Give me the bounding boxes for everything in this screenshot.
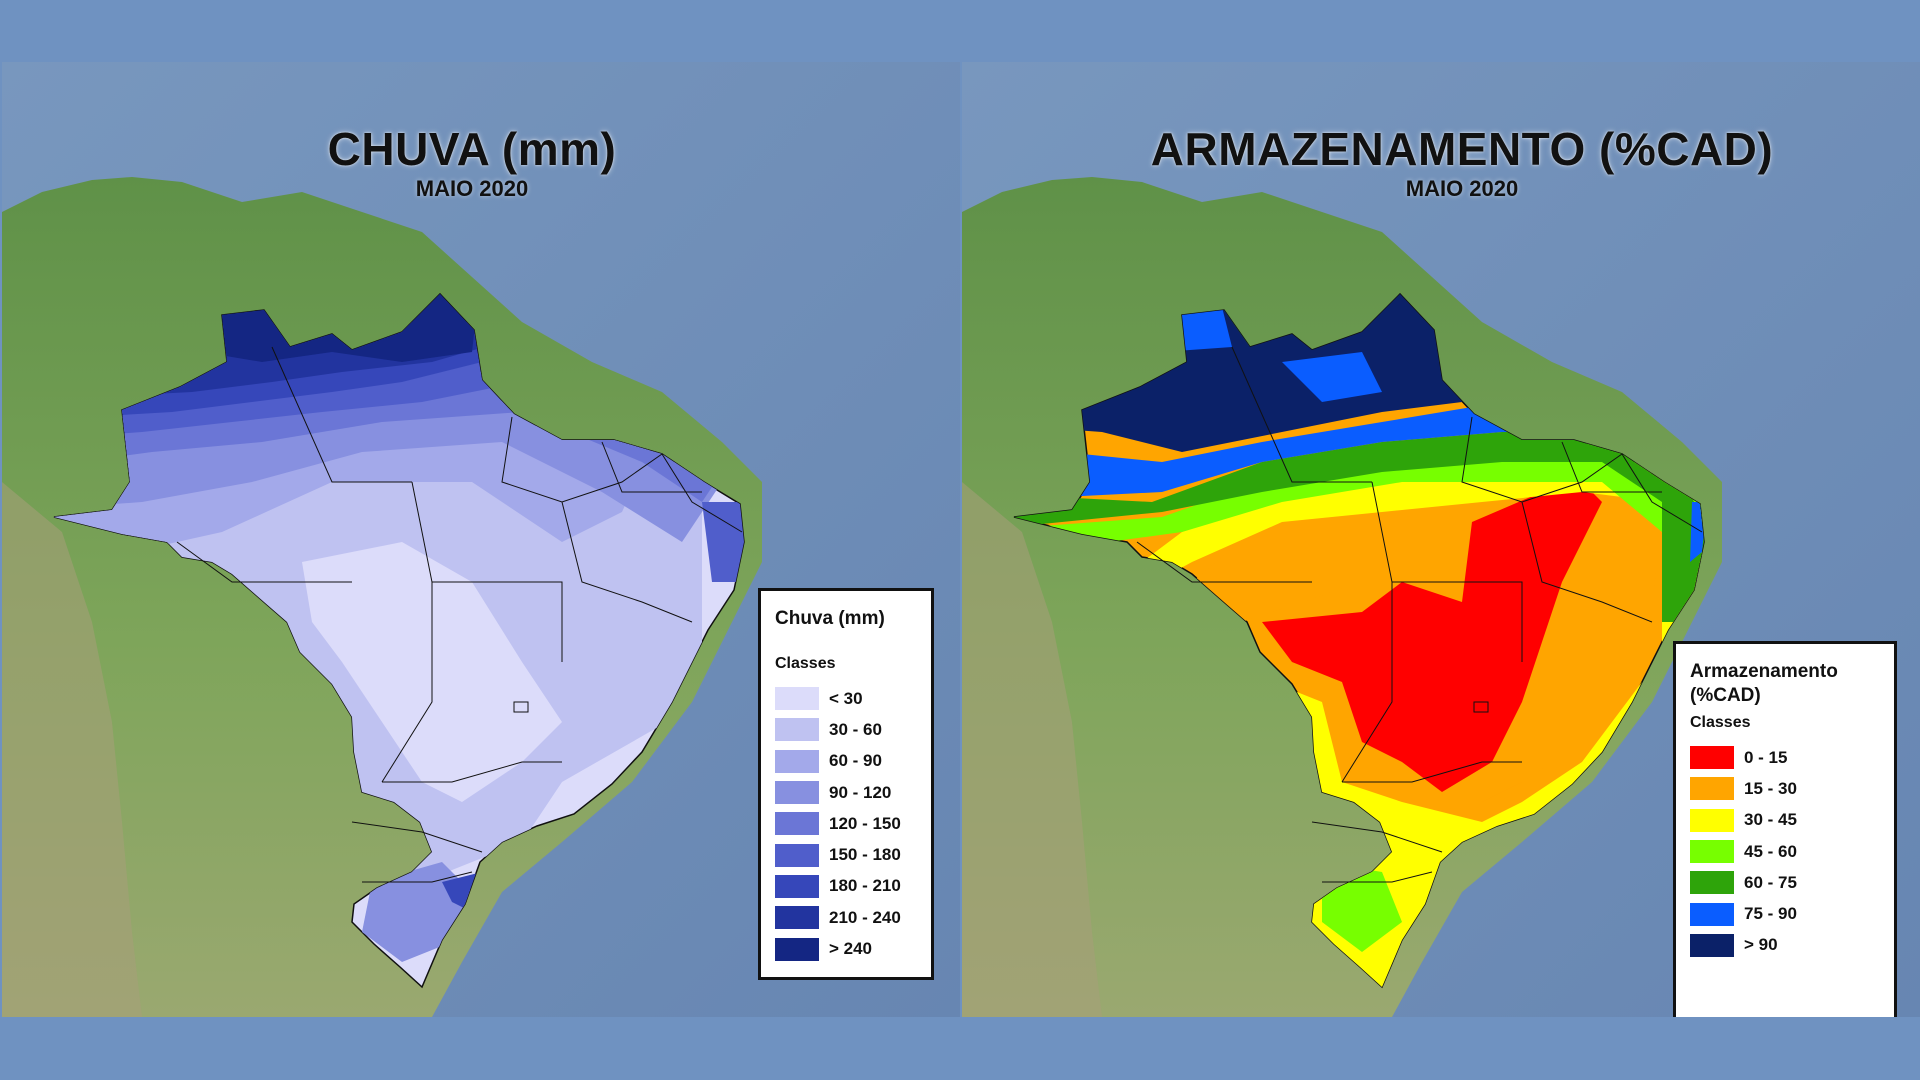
legend-label: 90 - 120 <box>829 782 892 802</box>
legend-item: 210 - 240 <box>775 902 917 933</box>
legend-label: 180 - 210 <box>829 876 901 896</box>
legend-swatch <box>1690 777 1734 801</box>
legend-item: < 30 <box>775 683 917 714</box>
legend-label: 60 - 75 <box>1744 872 1797 892</box>
legend-item: 120 - 150 <box>775 808 917 839</box>
legend-swatch <box>1690 840 1734 864</box>
legend-label: 120 - 150 <box>829 813 901 833</box>
legend-subtitle: Classes <box>775 655 836 672</box>
storage-legend: Armazenamento (%CAD) Classes 0 - 15 15 - … <box>1673 641 1897 1017</box>
legend-items: 0 - 15 15 - 30 30 - 45 45 - 60 60 - 75 75 - 9… <box>1690 742 1880 961</box>
legend-label: > 90 <box>1744 935 1778 955</box>
legend-item: 30 - 60 <box>775 714 917 745</box>
legend-item: 90 - 120 <box>775 777 917 808</box>
state-borders <box>176 346 743 883</box>
legend-label: 15 - 30 <box>1744 778 1797 798</box>
legend-swatch <box>1690 902 1734 926</box>
legend-item: > 240 <box>775 933 917 964</box>
storage-basemap <box>962 62 1920 1017</box>
legend-swatch <box>1690 746 1734 770</box>
legend-label: > 240 <box>829 939 873 959</box>
legend-items: < 30 30 - 60 60 - 90 90 - 120 120 - 150 150 -… <box>775 683 917 965</box>
legend-swatch <box>775 906 819 930</box>
storage-map-panel: ARMAZENAMENTO (%CAD) MAIO 2020 Armazenam… <box>962 62 1920 1017</box>
legend-label: 150 - 180 <box>829 845 901 865</box>
legend-title-line1: Armazenamento <box>1690 661 1838 682</box>
legend-subtitle: Classes <box>1690 714 1751 731</box>
legend-swatch <box>775 781 819 805</box>
legend-item: 150 - 180 <box>775 839 917 870</box>
rainfall-legend: Chuva (mm) Classes < 30 30 - 60 60 - 90 90 … <box>758 588 934 980</box>
legend-swatch <box>1690 933 1734 957</box>
legend-swatch <box>775 749 819 773</box>
legend-title-line2: (%CAD) <box>1690 685 1761 706</box>
state-borders <box>1136 346 1703 883</box>
legend-label: 30 - 60 <box>829 719 882 739</box>
legend-item: 60 - 75 <box>1690 867 1880 898</box>
legend-swatch <box>775 812 819 836</box>
legend-item: 45 - 60 <box>1690 836 1880 867</box>
map-title: ARMAZENAMENTO (%CAD) <box>1150 123 1774 175</box>
legend-title: Armazenamento (%CAD) <box>1690 660 1880 708</box>
legend-label: 45 - 60 <box>1744 841 1797 861</box>
map-subtitle: MAIO 2020 <box>415 176 529 201</box>
legend-label: 30 - 45 <box>1744 810 1797 830</box>
legend-swatch <box>1690 808 1734 832</box>
legend-item: 15 - 30 <box>1690 773 1880 804</box>
legend-item: 30 - 45 <box>1690 805 1880 836</box>
legend-item: 75 - 90 <box>1690 898 1880 929</box>
legend-label: < 30 <box>829 688 863 708</box>
legend-label: 60 - 90 <box>829 751 882 771</box>
legend-swatch <box>775 687 819 711</box>
legend-label: 75 - 90 <box>1744 904 1797 924</box>
andes-relief <box>2 482 142 1017</box>
legend-title: Chuva (mm) <box>775 608 885 629</box>
andes-relief <box>962 482 1102 1017</box>
map-title: CHUVA (mm) <box>327 123 617 175</box>
legend-item: 0 - 15 <box>1690 742 1880 773</box>
legend-label: 0 - 15 <box>1744 747 1788 767</box>
legend-swatch <box>1690 871 1734 895</box>
legend-swatch <box>775 843 819 867</box>
legend-swatch <box>775 874 819 898</box>
legend-item: > 90 <box>1690 930 1880 961</box>
rainfall-basemap <box>2 62 960 1017</box>
legend-swatch <box>775 937 819 961</box>
map-subtitle: MAIO 2020 <box>1405 176 1519 201</box>
rainfall-map-panel: CHUVA (mm) MAIO 2020 Chuva (mm) Classes … <box>2 62 960 1017</box>
legend-item: 180 - 210 <box>775 871 917 902</box>
legend-label: 210 - 240 <box>829 907 901 927</box>
legend-item: 60 - 90 <box>775 746 917 777</box>
legend-swatch <box>775 718 819 742</box>
